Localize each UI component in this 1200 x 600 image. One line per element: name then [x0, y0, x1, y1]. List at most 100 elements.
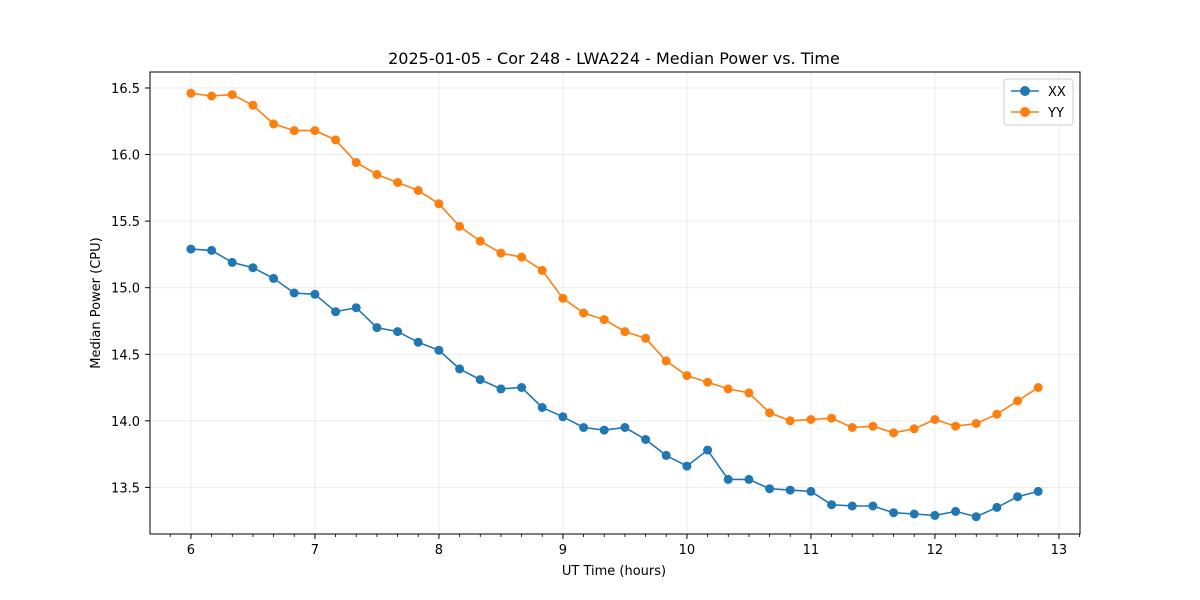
y-tick-label: 14.5 [111, 348, 140, 363]
series-yy [186, 88, 1043, 438]
y-tick-label: 15.5 [111, 215, 140, 230]
y-axis-label: Median Power (CPU) [89, 237, 104, 368]
data-point-yy [868, 421, 878, 431]
data-point-xx [744, 474, 754, 484]
legend-marker-yy [1020, 107, 1030, 117]
data-point-yy [620, 327, 630, 337]
data-point-xx [331, 307, 341, 317]
y-tick-label: 13.5 [111, 481, 140, 496]
data-point-yy [537, 265, 547, 275]
data-point-yy [186, 88, 196, 98]
x-tick-label: 7 [311, 543, 319, 558]
y-tick-label: 16.0 [111, 149, 140, 164]
data-point-xx [475, 375, 485, 385]
data-point-xx [951, 506, 961, 516]
data-point-xx [620, 423, 630, 432]
data-point-xx [413, 337, 423, 347]
series-layer [186, 88, 1043, 522]
data-point-xx [1033, 486, 1043, 496]
data-point-xx [723, 474, 733, 484]
data-point-xx [765, 484, 775, 494]
data-point-yy [393, 178, 403, 187]
data-point-yy [806, 415, 816, 424]
data-point-yy [682, 371, 692, 381]
data-point-xx [434, 345, 444, 355]
x-tick-label: 13 [1051, 543, 1068, 558]
data-point-xx [909, 509, 919, 519]
data-point-xx [351, 303, 361, 313]
x-tick-label: 9 [559, 543, 567, 558]
data-point-xx [579, 423, 589, 432]
data-point-xx [393, 327, 403, 337]
data-point-xx [703, 445, 713, 455]
data-point-yy [1013, 396, 1023, 406]
data-point-yy [765, 408, 775, 418]
series-line-xx [190, 248, 1039, 518]
data-point-yy [909, 424, 919, 434]
data-point-xx [785, 485, 795, 495]
data-point-xx [310, 289, 320, 299]
data-point-xx [806, 486, 816, 496]
data-point-xx [661, 450, 671, 460]
data-point-xx [289, 288, 299, 298]
data-point-xx [827, 500, 837, 510]
data-point-yy [475, 236, 485, 246]
data-point-yy [579, 308, 589, 318]
y-axis-ticks: 13.5 14.0 14.5 15.0 15.5 16.0 16.5 [111, 82, 150, 496]
data-point-yy [889, 428, 899, 438]
legend: XX YY [1003, 78, 1074, 126]
data-point-yy [785, 416, 795, 426]
data-point-xx [599, 425, 609, 435]
grid [150, 72, 1080, 534]
y-tick-label: 16.5 [111, 82, 140, 97]
x-tick-label: 6 [187, 543, 195, 558]
chart-title: 2025-01-05 - Cor 248 - LWA224 - Median P… [388, 49, 840, 68]
data-point-yy [599, 315, 609, 325]
legend-label-yy: YY [1047, 106, 1064, 121]
data-point-yy [661, 356, 671, 366]
data-point-xx [455, 364, 465, 374]
data-point-yy [434, 199, 444, 209]
data-point-yy [351, 158, 361, 167]
data-point-xx [269, 273, 279, 283]
legend-marker-xx [1020, 86, 1030, 96]
data-point-xx [248, 263, 258, 273]
data-point-xx [1013, 492, 1023, 502]
y-tick-label: 14.0 [111, 415, 140, 430]
x-axis-label: UT Time (hours) [562, 564, 666, 579]
data-point-xx [372, 323, 382, 333]
data-point-xx [930, 510, 940, 520]
data-point-yy [331, 135, 341, 145]
plot-frame [149, 71, 1081, 535]
x-axis-ticks: 6 7 8 9 10 11 12 13 [169, 534, 1080, 558]
data-point-yy [413, 186, 423, 195]
y-tick-label: 15.0 [111, 282, 140, 297]
data-point-yy [951, 421, 961, 431]
data-point-yy [227, 90, 237, 100]
data-point-xx [186, 244, 196, 254]
data-point-xx [847, 501, 857, 511]
data-point-xx [558, 412, 568, 422]
series-xx [186, 244, 1043, 522]
x-tick-label: 8 [435, 543, 443, 558]
data-point-yy [1033, 383, 1043, 392]
x-tick-label: 11 [803, 543, 820, 558]
data-point-xx [517, 383, 527, 392]
data-point-yy [847, 423, 857, 432]
data-point-yy [930, 415, 940, 424]
data-point-yy [827, 413, 837, 423]
data-point-xx [868, 501, 878, 511]
data-point-xx [971, 512, 981, 522]
data-point-yy [641, 333, 651, 343]
data-point-yy [744, 388, 754, 398]
data-point-yy [310, 126, 320, 136]
data-point-yy [992, 409, 1002, 419]
data-point-xx [682, 461, 692, 471]
data-point-xx [207, 245, 217, 255]
data-point-yy [517, 252, 527, 262]
data-point-yy [971, 419, 981, 428]
x-tick-label: 10 [679, 543, 696, 558]
data-point-yy [496, 248, 506, 258]
data-point-yy [372, 170, 382, 179]
